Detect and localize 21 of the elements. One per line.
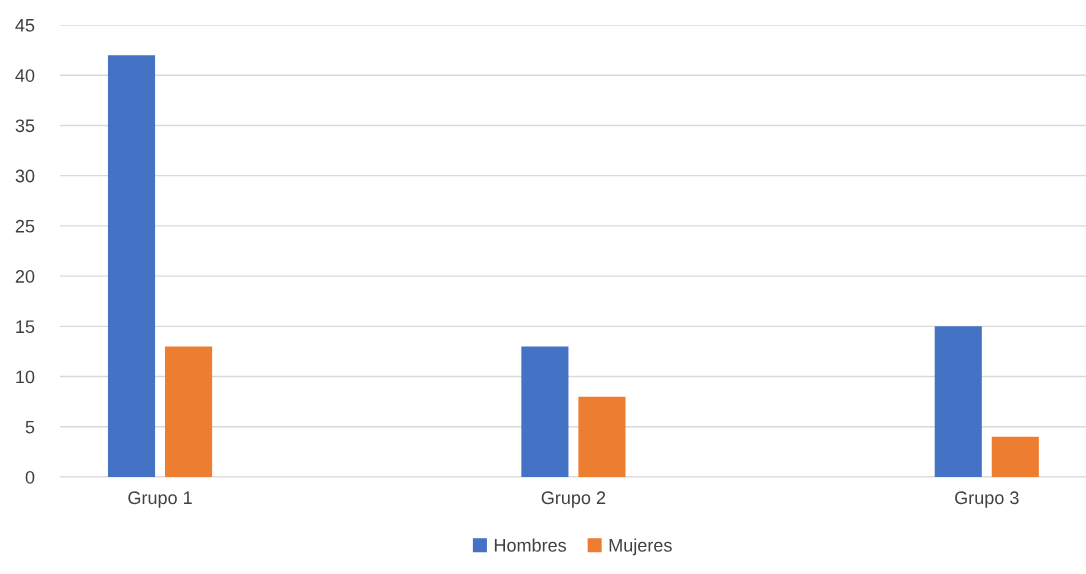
y-tick-label: 5 — [25, 420, 35, 434]
y-tick-label: 15 — [16, 320, 35, 334]
bar — [165, 346, 213, 477]
bar — [578, 396, 626, 477]
bar — [934, 326, 982, 477]
y-tick-label: 40 — [15, 69, 35, 82]
y-tick-label: 20 — [15, 270, 35, 283]
bar — [107, 55, 156, 477]
y-tick-label: 10 — [16, 370, 35, 384]
legend-label: Mujeres — [609, 538, 672, 556]
y-tick-label: 25 — [15, 219, 35, 233]
x-tick-label: Grupo 2 — [541, 491, 606, 508]
y-tick-label: 30 — [15, 169, 35, 183]
x-tick-label: Grupo 1 — [128, 491, 192, 508]
x-tick-label: Grupo 3 — [955, 491, 1019, 508]
y-tick-label: 0 — [25, 470, 35, 484]
y-tick-label: 35 — [15, 119, 35, 133]
bar — [991, 436, 1039, 477]
legend-label: Hombres — [494, 538, 567, 552]
y-tick-label: 45 — [15, 19, 35, 32]
bar — [521, 346, 569, 477]
